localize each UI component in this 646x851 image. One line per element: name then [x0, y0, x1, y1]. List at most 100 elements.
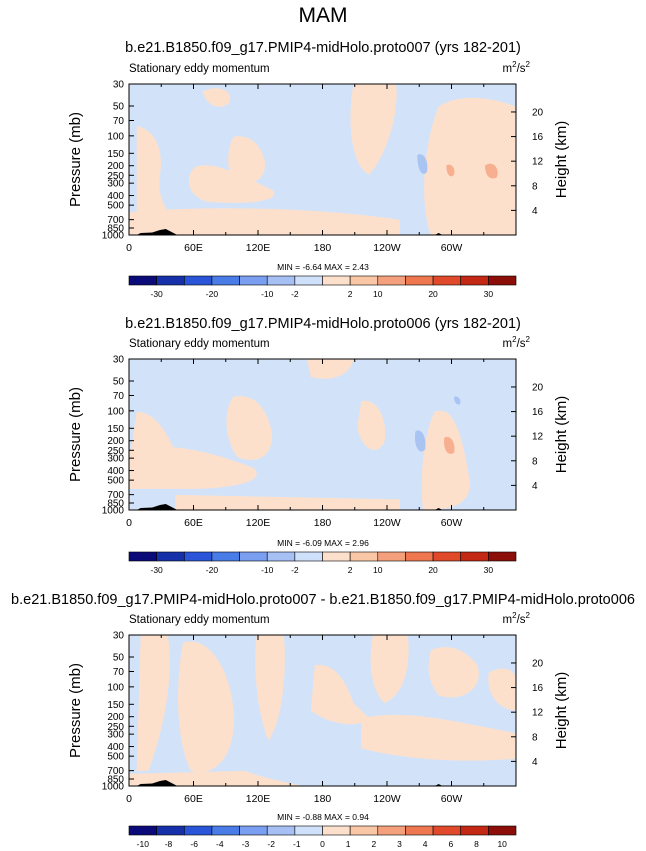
colorbar-label: -2 [267, 839, 275, 849]
min-max-stats: MIN = -6.64 MAX = 2.43 [277, 262, 369, 272]
topography [136, 229, 178, 235]
colorbar-swatch [322, 551, 351, 562]
y-tick-label: 400 [107, 191, 124, 202]
height-tick-label: 16 [532, 132, 544, 143]
chart-units: m2/s2 [503, 60, 531, 75]
chart-panel-1: b.e21.B1850.f09_g17.PMIP4-midHolo.proto0… [67, 40, 570, 299]
y-tick-label: 150 [107, 424, 124, 435]
height-tick-label: 16 [532, 407, 544, 418]
chart-title: b.e21.B1850.f09_g17.PMIP4-midHolo.proto0… [125, 40, 521, 56]
field-contour-7 [175, 494, 400, 510]
colorbar-label: 4 [423, 839, 428, 849]
field-contour-2 [228, 136, 266, 185]
field-contour-8 [417, 154, 428, 174]
y-tick-label: 100 [107, 131, 124, 142]
field-contour-6 [129, 208, 400, 235]
colorbar-label: -20 [206, 565, 219, 575]
field-contour-5 [424, 97, 516, 235]
min-max-stats: MIN = -6.09 MAX = 2.96 [277, 538, 369, 548]
colorbar-label: -10 [261, 565, 274, 575]
field-contour-8 [415, 430, 426, 452]
colorbar-swatch [488, 825, 517, 836]
x-tick-label: 0 [126, 517, 132, 529]
chart-title: b.e21.B1850.f09_g17.PMIP4-midHolo.proto0… [11, 592, 635, 608]
colorbar-swatch [211, 551, 240, 562]
y-tick-label: 850 [107, 224, 124, 235]
x-tick-label: 120W [373, 793, 401, 805]
topography [136, 504, 178, 510]
colorbar-label: 20 [428, 289, 438, 299]
field-contour-8 [488, 668, 516, 711]
x-tick-label: 60W [441, 517, 463, 529]
colorbar-swatch [239, 825, 268, 836]
y-tick-label: 1000 [102, 506, 125, 517]
colorbar-swatch [460, 275, 489, 286]
page-title: MAM [299, 4, 348, 27]
height-tick-label: 8 [532, 456, 538, 467]
colorbar-swatch [266, 275, 296, 286]
y-tick-label: 30 [113, 631, 125, 642]
colorbar-swatch [460, 825, 489, 836]
height-tick-label: 8 [532, 732, 538, 743]
y-tick-label: 200 [107, 161, 124, 172]
colorbar-label: -30 [150, 565, 163, 575]
colorbar-swatch [239, 551, 268, 562]
colorbar-swatch [156, 825, 185, 836]
y-tick-label: 500 [107, 752, 124, 763]
colorbar-label: 2 [371, 839, 376, 849]
height-tick-label: 4 [532, 481, 538, 492]
colorbar-swatch [266, 551, 296, 562]
x-tick-label: 180 [314, 793, 332, 805]
colorbar-swatch [183, 551, 213, 562]
field-contour-4 [310, 664, 369, 725]
height-tick-label: 8 [532, 181, 538, 192]
colorbar-swatch [128, 825, 157, 836]
colorbar-swatch [211, 275, 240, 286]
y-tick-label: 50 [113, 376, 125, 387]
colorbar-label: 10 [373, 565, 383, 575]
y-tick-label: 70 [113, 667, 125, 678]
field-contour-7 [428, 647, 479, 698]
x-tick-label: 60W [441, 793, 463, 805]
chart-units-part: 2 [526, 335, 531, 344]
chart-units-part: 2 [512, 335, 517, 344]
colorbar-label: -1 [293, 839, 301, 849]
chart-subtitle: Stationary eddy momentum [129, 338, 270, 350]
colorbar-swatch [128, 275, 157, 286]
colorbar-swatch [349, 551, 379, 562]
y-tick-label: 250 [107, 446, 124, 457]
colorbar-swatch [266, 825, 296, 836]
y-tick-label: 200 [107, 436, 124, 447]
height-tick-label: 4 [532, 206, 538, 217]
x-tick-label: 120E [246, 242, 271, 254]
field-contour-9 [446, 164, 455, 177]
colorbar-swatch [294, 551, 323, 562]
colorbar-label: 30 [484, 289, 494, 299]
chart-units: m2/s2 [503, 611, 531, 626]
y-tick-label: 300 [107, 730, 124, 741]
y-tick-label: 30 [113, 80, 125, 91]
field-contour-4 [350, 84, 397, 175]
colorbar-label: -2 [291, 289, 299, 299]
y-tick-label: 700 [107, 215, 124, 226]
y-tick-label: 400 [107, 466, 124, 477]
chart-panel-3: b.e21.B1850.f09_g17.PMIP4-midHolo.proto0… [11, 592, 635, 849]
chart-units-part: /s [517, 338, 526, 350]
y-tick-label: 100 [107, 682, 124, 693]
y-tick-label: 100 [107, 406, 124, 417]
colorbar-label: -2 [291, 565, 299, 575]
chart-subtitle: Stationary eddy momentum [129, 614, 270, 626]
colorbar-label: -4 [216, 839, 224, 849]
chart-units-part: 2 [512, 60, 517, 69]
colorbar-swatch [294, 825, 323, 836]
chart-units-part: 2 [512, 611, 517, 620]
y-tick-label: 400 [107, 742, 124, 753]
colorbar-swatch [211, 825, 240, 836]
colorbar-label: 10 [497, 839, 507, 849]
topography [136, 780, 178, 786]
field-contour-2 [129, 446, 257, 489]
chart-units-part: 2 [526, 611, 531, 620]
y-tick-label: 50 [113, 101, 125, 112]
y-tick-label: 500 [107, 201, 124, 212]
chart-units-part: m [503, 63, 513, 75]
